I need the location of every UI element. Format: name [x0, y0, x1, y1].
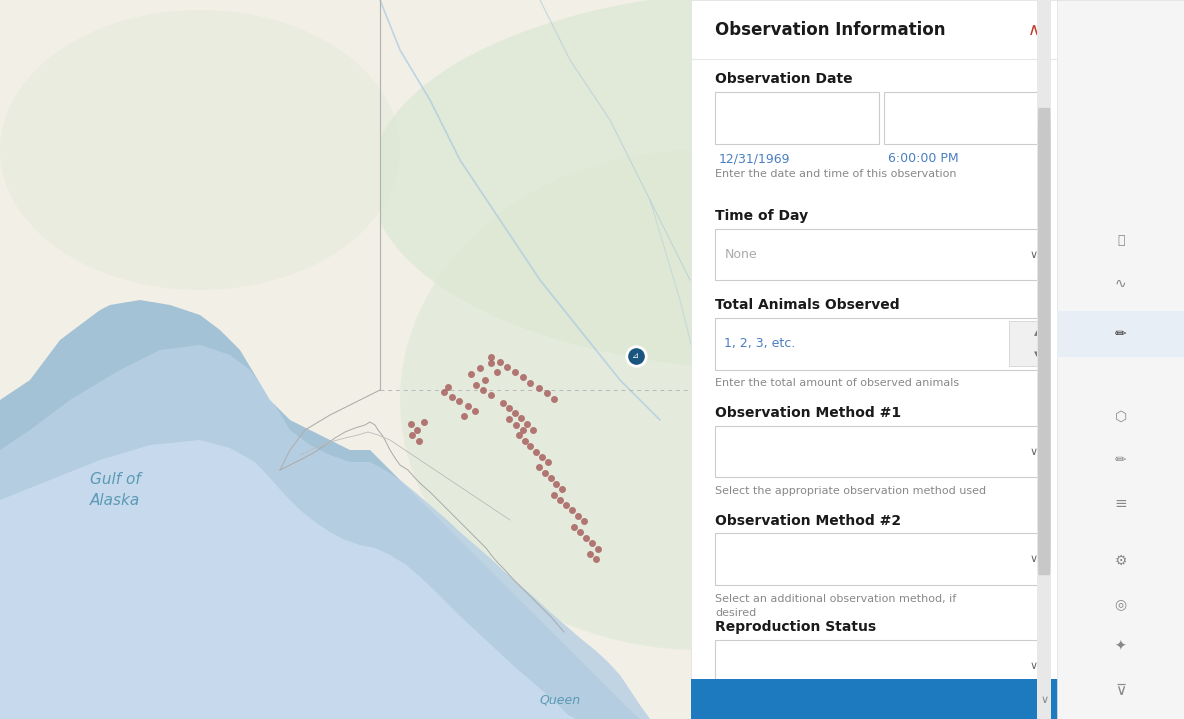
FancyBboxPatch shape — [715, 640, 1048, 692]
Text: ∿: ∿ — [1115, 277, 1126, 291]
Text: 12/31/1969: 12/31/1969 — [719, 152, 790, 165]
FancyBboxPatch shape — [1038, 108, 1050, 575]
Polygon shape — [0, 440, 575, 719]
Text: −: − — [1050, 41, 1069, 65]
Text: ⚙: ⚙ — [1114, 554, 1127, 568]
Bar — [1057, 311, 1184, 357]
Text: ⊿: ⊿ — [632, 352, 639, 360]
Text: Observation Date: Observation Date — [715, 72, 852, 86]
FancyBboxPatch shape — [1037, 176, 1082, 210]
Text: 🔧: 🔧 — [1117, 234, 1125, 247]
Text: Select the appropriate observation method used: Select the appropriate observation metho… — [715, 486, 986, 496]
Text: ⬡: ⬡ — [1114, 410, 1127, 424]
Text: ≡: ≡ — [1114, 496, 1127, 510]
Text: Time of Day: Time of Day — [715, 209, 809, 222]
Text: ∨: ∨ — [1041, 695, 1048, 705]
Text: ▲: ▲ — [1035, 330, 1040, 336]
Text: Observation Method #1: Observation Method #1 — [715, 406, 901, 420]
Text: Enter the total amount of observed animals: Enter the total amount of observed anima… — [715, 378, 959, 388]
Text: Enter the date and time of this observation: Enter the date and time of this observat… — [715, 169, 957, 179]
Text: desired: desired — [715, 608, 757, 618]
FancyBboxPatch shape — [1037, 79, 1082, 113]
Text: Observation Information: Observation Information — [715, 21, 946, 40]
Text: ◎: ◎ — [1114, 597, 1127, 611]
FancyBboxPatch shape — [715, 229, 1048, 280]
Text: ⊽: ⊽ — [1115, 683, 1126, 697]
Polygon shape — [0, 260, 641, 719]
Text: Select an additional observation method, if: Select an additional observation method,… — [715, 594, 957, 604]
Text: Observation Method #2: Observation Method #2 — [715, 514, 901, 528]
FancyBboxPatch shape — [1037, 36, 1082, 70]
FancyBboxPatch shape — [884, 92, 1048, 144]
Text: Gulf of
Alaska: Gulf of Alaska — [90, 472, 141, 508]
Text: +: + — [1050, 84, 1069, 108]
Ellipse shape — [369, 0, 1184, 370]
Text: ✏: ✏ — [1115, 453, 1126, 467]
Text: Reproduction Status: Reproduction Status — [715, 620, 876, 633]
Text: ∨: ∨ — [1029, 661, 1037, 671]
Bar — [691, 679, 1063, 719]
Text: 6:00:00 PM: 6:00:00 PM — [888, 152, 959, 165]
Text: Queen: Queen — [540, 694, 580, 707]
FancyBboxPatch shape — [715, 92, 879, 144]
Text: ∨: ∨ — [1029, 554, 1037, 564]
Ellipse shape — [0, 10, 400, 290]
FancyBboxPatch shape — [715, 318, 1048, 370]
Polygon shape — [0, 345, 650, 719]
FancyBboxPatch shape — [1009, 321, 1047, 366]
Text: Total Animals Observed: Total Animals Observed — [715, 298, 900, 312]
Text: ✦: ✦ — [1115, 640, 1126, 654]
FancyBboxPatch shape — [1037, 126, 1082, 160]
Text: 1, 2, 3, etc.: 1, 2, 3, etc. — [725, 337, 796, 350]
Polygon shape — [0, 0, 380, 435]
Text: ▼: ▼ — [1035, 351, 1040, 357]
Text: ∧: ∧ — [1028, 21, 1040, 40]
Text: None: None — [725, 248, 757, 261]
Text: ∨: ∨ — [1029, 446, 1037, 457]
Text: ✏: ✏ — [1115, 327, 1126, 342]
Ellipse shape — [400, 150, 1000, 650]
Text: ⌂: ⌂ — [1054, 134, 1066, 152]
FancyBboxPatch shape — [715, 533, 1048, 585]
Text: ⬜: ⬜ — [1055, 186, 1064, 200]
FancyBboxPatch shape — [715, 426, 1048, 477]
Text: ∨: ∨ — [1029, 249, 1037, 260]
